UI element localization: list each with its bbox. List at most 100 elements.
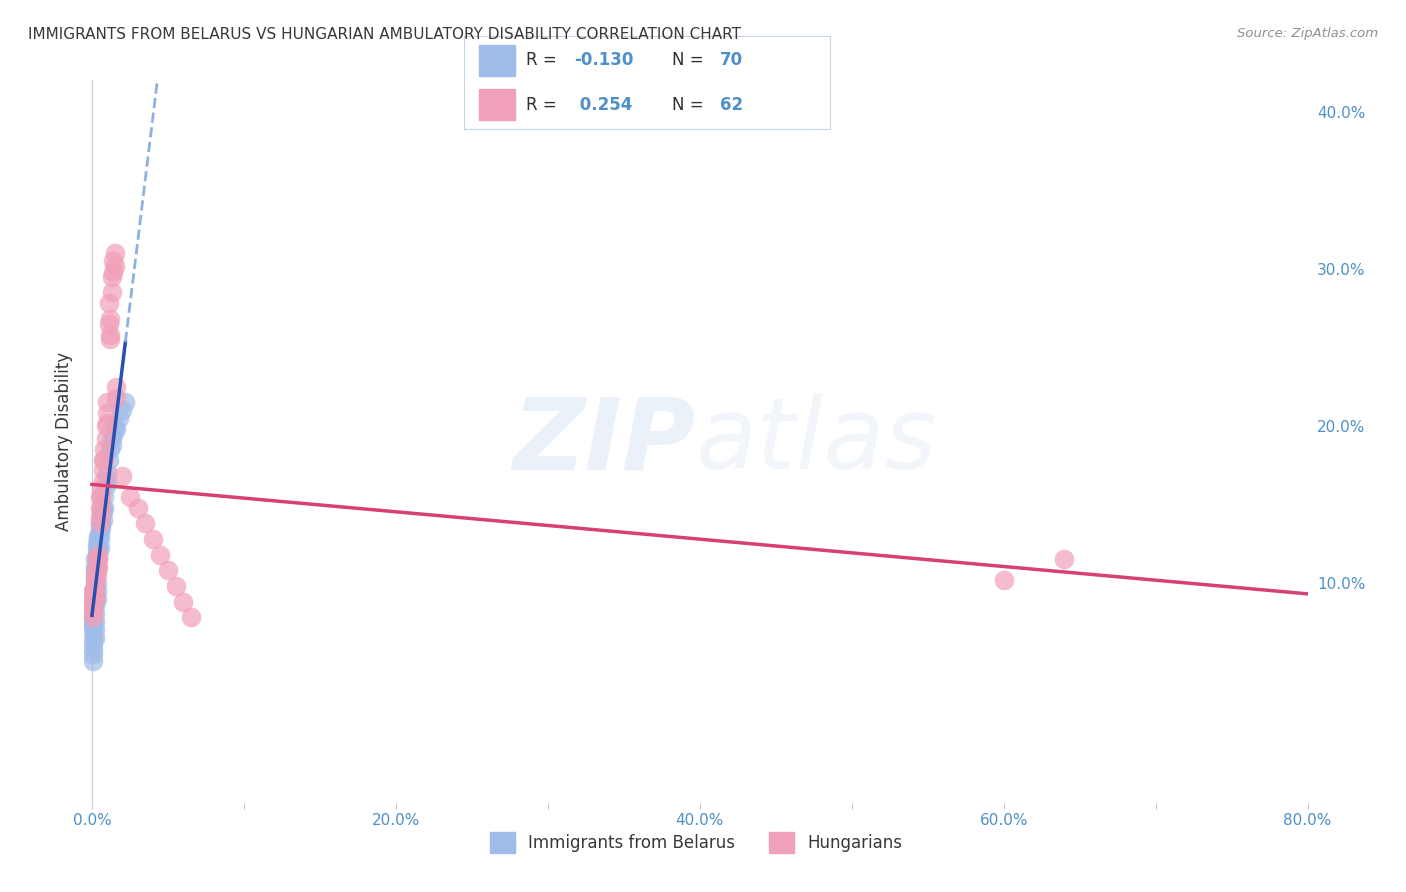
Point (86, 557, 108, 571)
Point (89, 532, 111, 546)
Point (100, 285, 122, 300)
Point (96, 416, 118, 430)
Point (87, 548, 110, 562)
Point (94, 478, 117, 492)
Point (84, 583, 107, 598)
Point (82, 641, 104, 656)
Point (134, 516, 156, 531)
Point (87, 532, 110, 546)
Point (93, 490, 115, 504)
Point (86, 536, 108, 550)
Point (86, 560, 108, 574)
Point (105, 422, 128, 436)
Text: 70: 70 (720, 52, 742, 70)
Point (111, 469, 134, 483)
Point (89, 490, 111, 504)
Point (96, 395, 118, 409)
Point (82, 595, 104, 609)
Point (82, 583, 104, 598)
Point (89, 516, 111, 531)
Point (91, 453, 114, 467)
Point (105, 379, 128, 393)
Point (82, 618, 104, 632)
Bar (478, 89, 515, 120)
Point (91, 513, 114, 527)
Point (93, 442, 115, 457)
Point (80, 615, 103, 630)
Point (89, 541, 111, 556)
Text: IMMIGRANTS FROM BELARUS VS HUNGARIAN AMBULATORY DISABILITY CORRELATION CHART: IMMIGRANTS FROM BELARUS VS HUNGARIAN AMB… (28, 27, 741, 42)
Point (84, 591, 107, 606)
Point (89, 525, 111, 540)
Point (86, 552, 108, 566)
Point (87, 529, 110, 543)
Point (96, 474, 118, 488)
Text: Source: ZipAtlas.com: Source: ZipAtlas.com (1237, 27, 1378, 40)
Point (94, 431, 117, 445)
Point (82, 583, 104, 598)
Text: 62: 62 (720, 95, 742, 113)
Point (84, 568, 107, 582)
Text: 0.254: 0.254 (574, 95, 633, 113)
Point (127, 500, 149, 515)
Point (91, 505, 114, 519)
Point (82, 604, 104, 618)
Point (84, 591, 107, 606)
Point (84, 573, 107, 587)
Text: -0.130: -0.130 (574, 52, 633, 70)
Point (84, 563, 107, 577)
Point (105, 391, 128, 405)
Point (82, 614, 104, 628)
Point (98, 333, 121, 347)
Point (84, 560, 107, 574)
Point (100, 431, 122, 445)
Point (86, 552, 108, 566)
Point (82, 599, 104, 614)
Point (90, 482, 112, 496)
Point (93, 500, 115, 515)
Point (84, 552, 107, 566)
Point (90, 521, 112, 535)
Point (89, 510, 111, 524)
Point (90, 490, 112, 504)
Point (100, 269, 122, 284)
Y-axis label: Ambulatory Disability: Ambulatory Disability (55, 352, 73, 531)
Point (86, 575, 108, 590)
Point (91, 500, 114, 515)
Text: atlas: atlas (696, 393, 938, 490)
Point (98, 312, 121, 326)
Point (111, 403, 134, 417)
Bar (478, 45, 515, 76)
Point (84, 599, 107, 614)
Point (98, 327, 121, 342)
Point (80, 607, 103, 622)
Point (86, 563, 108, 577)
Point (97, 453, 120, 467)
Point (86, 548, 108, 562)
Point (84, 579, 107, 593)
Point (89, 500, 111, 515)
Point (82, 595, 104, 609)
Point (96, 406, 118, 420)
Point (180, 610, 202, 624)
Point (80, 610, 103, 624)
Point (108, 411, 131, 425)
Point (156, 563, 179, 577)
Point (98, 442, 121, 457)
Point (96, 466, 118, 480)
Point (82, 610, 104, 624)
Point (82, 635, 104, 649)
Point (87, 552, 110, 566)
Text: R =: R = (526, 52, 562, 70)
Point (86, 583, 108, 598)
Legend: Immigrants from Belarus, Hungarians: Immigrants from Belarus, Hungarians (484, 826, 908, 860)
Point (94, 418, 117, 433)
Point (86, 591, 108, 606)
Point (103, 253, 125, 268)
Point (97, 296, 120, 310)
Point (103, 426, 125, 441)
Text: ZIP: ZIP (513, 393, 696, 490)
Point (103, 265, 125, 279)
Point (91, 474, 114, 488)
Point (90, 510, 112, 524)
